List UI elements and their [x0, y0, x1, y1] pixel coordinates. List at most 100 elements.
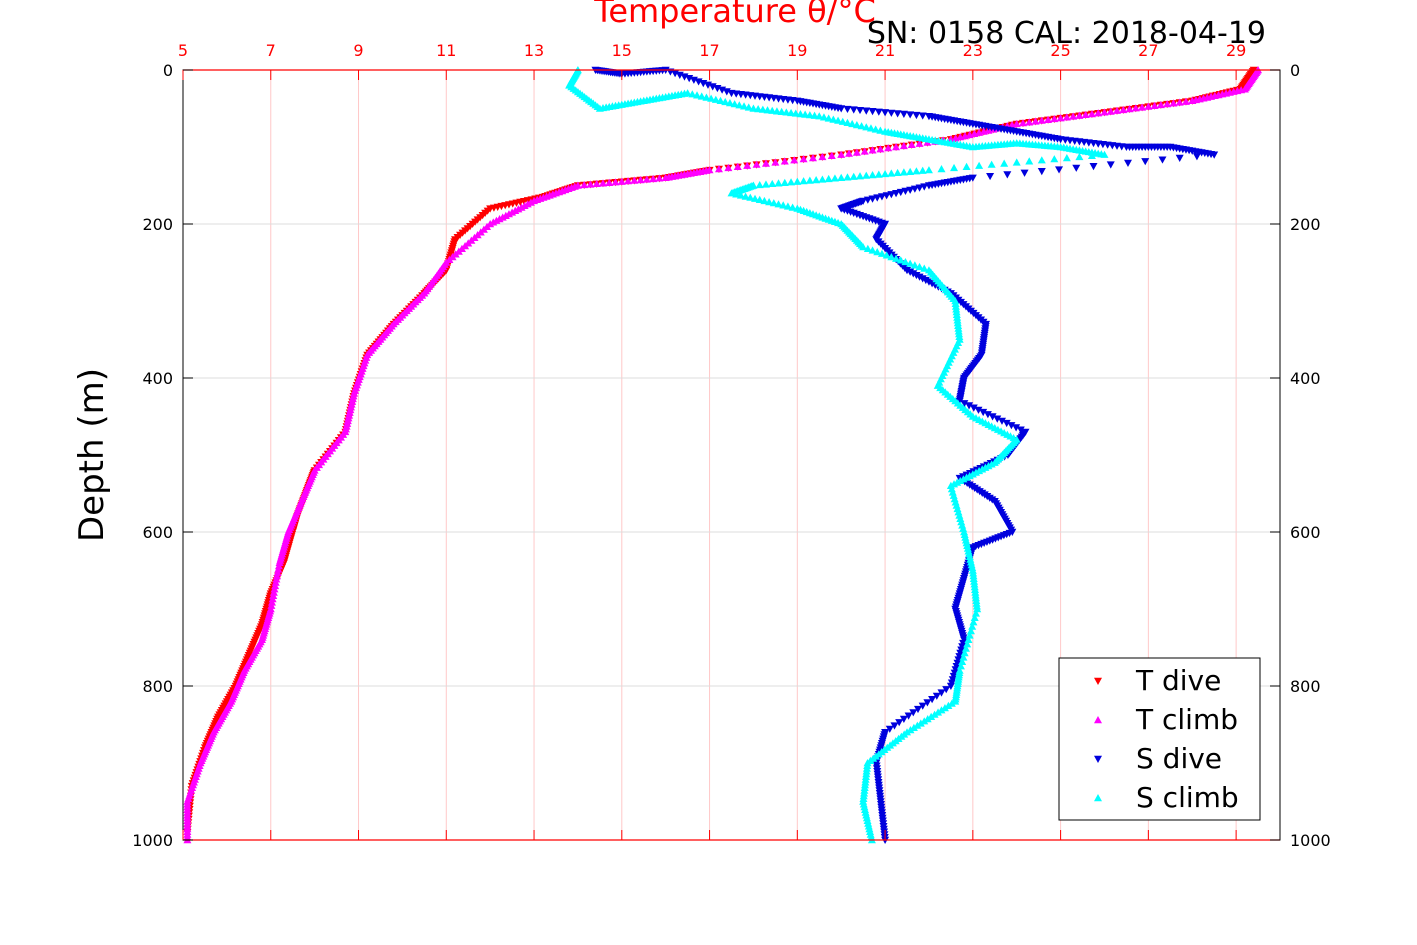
marker-s-climb — [736, 191, 745, 199]
marker-t-climb — [1044, 115, 1053, 123]
marker-s-climb — [725, 99, 734, 107]
legend: T dive T climb S dive S climb — [1058, 657, 1261, 821]
marker-t-climb — [1163, 100, 1172, 108]
marker-s-dive — [983, 411, 992, 419]
marker-t-climb — [272, 575, 281, 583]
marker-s-dive — [923, 699, 932, 707]
marker-s-climb — [849, 172, 858, 180]
marker-s-climb — [824, 174, 833, 183]
marker-s-climb — [810, 111, 819, 119]
marker-t-climb — [1025, 118, 1034, 126]
marker-s-climb — [964, 635, 973, 643]
marker-s-climb — [760, 196, 769, 205]
marker-s-climb — [874, 170, 883, 178]
marker-t-climb — [975, 128, 984, 136]
data-markers — [183, 66, 1263, 844]
marker-s-climb — [969, 618, 978, 626]
marker-t-climb — [961, 132, 970, 140]
marker-s-dive — [928, 696, 937, 704]
marker-t-climb — [1181, 97, 1190, 105]
marker-s-climb — [772, 107, 781, 115]
marker-s-climb — [882, 251, 891, 259]
marker-t-climb — [1069, 112, 1078, 120]
marker-s-climb — [973, 605, 982, 613]
marker-t-climb — [837, 150, 846, 158]
marker-t-climb — [271, 578, 280, 586]
marker-s-climb — [746, 193, 755, 201]
marker-t-climb — [714, 165, 723, 173]
marker-t-climb — [1081, 110, 1090, 119]
marker-t-climb — [884, 144, 893, 152]
marker-s-dive — [874, 108, 883, 116]
marker-s-dive — [979, 408, 988, 417]
marker-t-climb — [661, 173, 670, 181]
marker-s-dive — [909, 709, 918, 717]
marker-s-dive — [918, 112, 927, 120]
marker-s-dive — [899, 110, 908, 118]
marker-t-climb — [790, 156, 799, 164]
marker-s-climb — [887, 253, 896, 261]
legend-label-s-dive: S dive — [1136, 742, 1222, 775]
marker-s-dive — [1002, 419, 1011, 428]
marker-s-climb — [758, 105, 767, 113]
marker-t-climb — [818, 152, 827, 161]
marker-s-climb — [881, 169, 890, 178]
marker-t-climb — [1100, 108, 1109, 116]
marker-t-climb — [1056, 114, 1065, 122]
marker-s-climb — [791, 109, 800, 117]
marker-s-climb — [774, 200, 783, 208]
marker-s-dive — [974, 406, 983, 414]
marker-s-dive — [1016, 426, 1025, 434]
marker-s-dive — [1175, 154, 1184, 162]
marker-s-climb — [960, 649, 969, 657]
marker-s-climb — [801, 110, 810, 118]
marker-t-climb — [1175, 98, 1184, 106]
marker-t-climb — [1018, 119, 1027, 127]
marker-s-dive — [913, 705, 922, 714]
marker-s-climb — [730, 100, 739, 108]
marker-s-dive — [1037, 168, 1046, 176]
marker-t-climb — [1131, 104, 1140, 112]
marker-t-climb — [275, 558, 284, 566]
marker-s-climb — [779, 201, 788, 209]
marker-s-climb — [761, 180, 770, 188]
chart-title: Temperature θ/°C — [593, 0, 876, 30]
marker-s-climb — [834, 116, 843, 124]
x-tick-label: 5 — [178, 41, 188, 60]
marker-t-climb — [586, 180, 595, 188]
marker-t-climb — [1062, 113, 1071, 121]
y-tick-label-right: 600 — [1290, 523, 1321, 542]
marker-t-climb — [592, 179, 601, 188]
marker-s-climb — [962, 162, 971, 170]
y-tick-label-left: 0 — [163, 61, 173, 80]
marker-s-dive — [895, 719, 904, 727]
marker-s-dive — [904, 712, 913, 720]
marker-s-climb — [751, 194, 760, 202]
x-tick-label: 19 — [787, 41, 807, 60]
marker-s-climb — [755, 180, 764, 189]
legend-markers — [1094, 677, 1102, 802]
marker-s-climb — [1087, 151, 1096, 159]
marker-t-climb — [636, 176, 645, 184]
legend-label-t-dive: T dive — [1135, 664, 1221, 697]
marker-s-climb — [815, 112, 824, 120]
marker-t-climb — [1094, 109, 1103, 117]
marker-s-dive — [843, 105, 852, 114]
marker-t-climb — [268, 595, 277, 603]
y-tick-label-left: 600 — [142, 523, 173, 542]
marker-t-climb — [808, 154, 817, 162]
marker-s-dive — [969, 404, 978, 412]
marker-s-climb — [838, 117, 847, 125]
marker-t-climb — [876, 145, 885, 153]
marker-t-climb — [956, 133, 965, 141]
marker-t-climb — [598, 179, 607, 187]
marker-s-dive — [1020, 169, 1029, 177]
marker-s-climb — [915, 262, 924, 271]
marker-t-climb — [1125, 105, 1134, 113]
marker-s-dive — [849, 106, 858, 114]
marker-s-climb — [735, 101, 744, 109]
marker-s-dive — [1192, 153, 1201, 161]
legend-marker-s-dive — [1094, 755, 1102, 763]
marker-t-climb — [269, 591, 278, 599]
